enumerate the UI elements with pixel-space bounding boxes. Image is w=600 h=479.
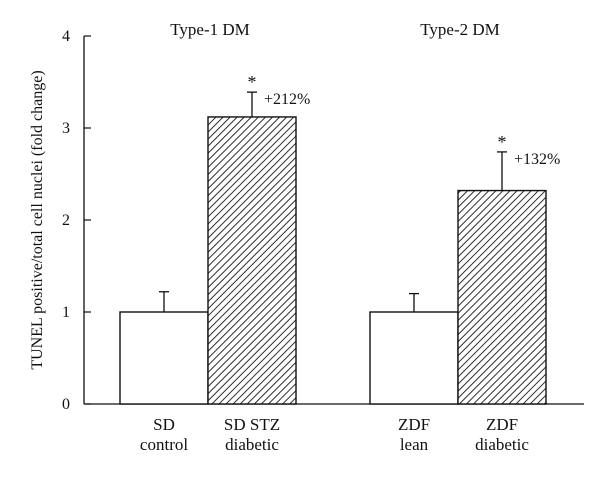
- y-tick-label: 1: [62, 304, 70, 321]
- y-tick-label: 3: [62, 120, 70, 137]
- category-label: ZDF: [398, 415, 430, 434]
- category-label: control: [140, 435, 188, 454]
- category-label: diabetic: [475, 435, 529, 454]
- bar: [457, 189, 547, 405]
- significance-marker: *: [248, 72, 257, 92]
- plot-area: 0 1 2 3 4 TUNEL positive/total cell nuclei (f…: [29, 20, 584, 454]
- group-title: Type-1 DM: [170, 20, 250, 39]
- percent-change-label: +212%: [264, 91, 310, 108]
- group-title: Type-2 DM: [420, 20, 500, 39]
- bar: [369, 311, 459, 405]
- y-tick-label: 2: [62, 212, 70, 229]
- y-tick-label: 4: [62, 28, 70, 45]
- category-label: SD STZ: [224, 415, 280, 434]
- y-tick-label: 0: [62, 396, 70, 413]
- significance-marker: *: [498, 132, 507, 152]
- percent-change-label: +132%: [514, 151, 560, 168]
- category-label: lean: [400, 435, 429, 454]
- bar: [119, 311, 209, 405]
- bar: [207, 116, 297, 405]
- category-label: diabetic: [225, 435, 279, 454]
- category-label: ZDF: [486, 415, 518, 434]
- category-label: SD: [153, 415, 175, 434]
- y-axis-title: TUNEL positive/total cell nuclei (fold c…: [29, 70, 46, 369]
